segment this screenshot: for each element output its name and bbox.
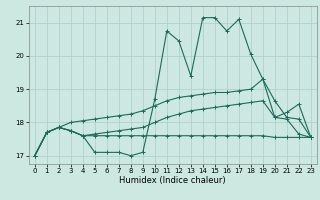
X-axis label: Humidex (Indice chaleur): Humidex (Indice chaleur) xyxy=(119,176,226,185)
